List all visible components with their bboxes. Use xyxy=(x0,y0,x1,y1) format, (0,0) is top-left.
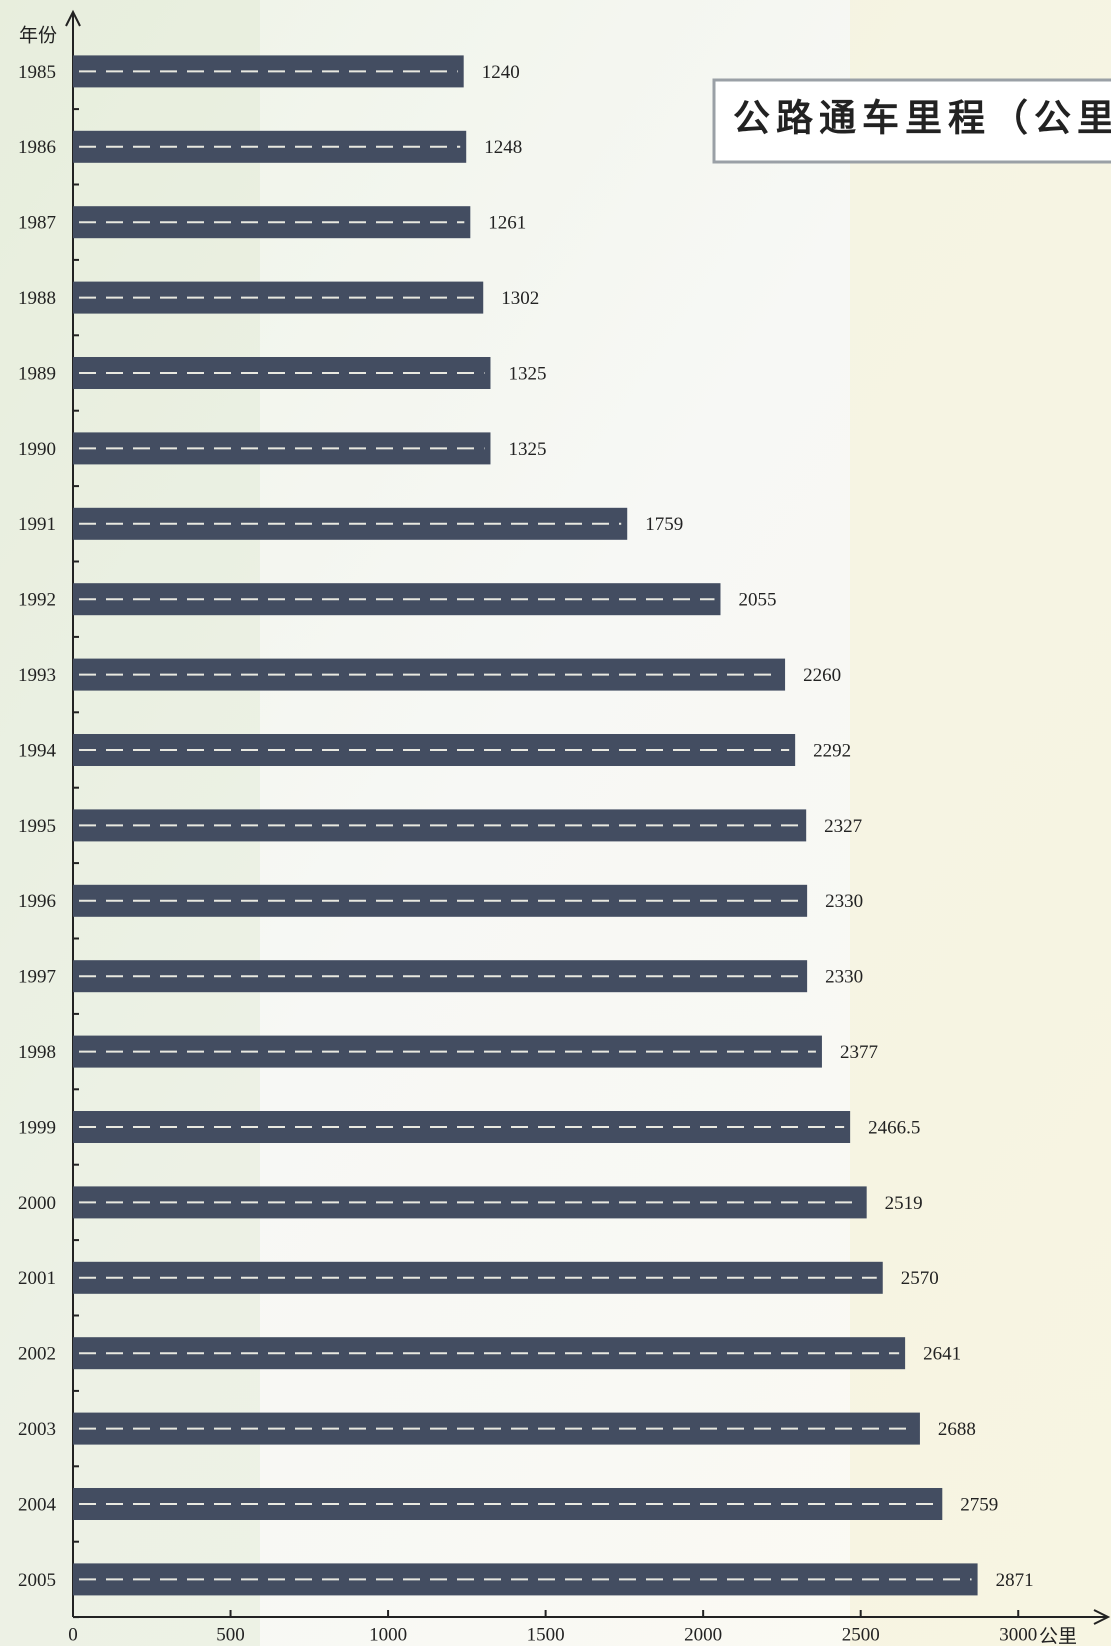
value-label: 1261 xyxy=(488,213,526,234)
value-label: 2292 xyxy=(813,740,851,761)
y-tick-label: 1998 xyxy=(18,1042,56,1063)
y-tick-label: 1990 xyxy=(18,439,56,460)
y-tick-label: 1992 xyxy=(18,590,56,611)
y-tick-label: 1991 xyxy=(18,514,56,535)
y-tick-label: 2004 xyxy=(18,1494,57,1515)
value-label: 2327 xyxy=(824,816,862,837)
value-label: 2519 xyxy=(885,1193,923,1214)
y-tick-label: 2005 xyxy=(18,1570,56,1591)
x-tick-label: 1500 xyxy=(527,1624,565,1645)
bar xyxy=(73,583,721,616)
y-tick-label: 1989 xyxy=(18,363,56,384)
y-tick-label: 1985 xyxy=(18,62,56,83)
value-label: 1325 xyxy=(508,439,546,460)
x-tick-label: 0 xyxy=(68,1624,78,1645)
y-tick-label: 2002 xyxy=(18,1344,56,1365)
value-label: 2759 xyxy=(960,1494,998,1515)
x-axis-label: 公里 xyxy=(1039,1626,1077,1646)
y-tick-label: 1993 xyxy=(18,665,56,686)
x-tick-label: 2000 xyxy=(684,1624,722,1645)
value-label: 2466.5 xyxy=(868,1117,920,1138)
y-tick-label: 1987 xyxy=(18,213,56,234)
y-tick-label: 1997 xyxy=(18,967,56,988)
value-label: 2871 xyxy=(996,1570,1034,1591)
value-label: 2377 xyxy=(840,1042,878,1063)
value-label: 1240 xyxy=(482,62,520,83)
value-label: 1248 xyxy=(484,137,522,158)
value-label: 1325 xyxy=(508,363,546,384)
x-tick-label: 2500 xyxy=(842,1624,880,1645)
y-tick-label: 1995 xyxy=(18,816,56,837)
value-label: 2641 xyxy=(923,1344,961,1365)
background-tint xyxy=(850,0,1111,1646)
value-label: 2330 xyxy=(825,891,863,912)
x-axis-arrow xyxy=(1093,1609,1111,1625)
value-label: 2055 xyxy=(738,590,776,611)
y-tick-label: 1986 xyxy=(18,137,56,158)
y-tick-label: 1996 xyxy=(18,891,56,912)
value-label: 2688 xyxy=(938,1419,976,1440)
y-tick-label: 1994 xyxy=(18,740,57,761)
x-tick-label: 3000 xyxy=(999,1624,1037,1645)
y-axis-label: 年份 xyxy=(19,24,57,46)
y-tick-label: 2001 xyxy=(18,1268,56,1289)
value-label: 2330 xyxy=(825,967,863,988)
y-tick-label: 2000 xyxy=(18,1193,56,1214)
bar xyxy=(73,1261,883,1294)
value-label: 1759 xyxy=(645,514,683,535)
x-tick-label: 1000 xyxy=(369,1624,407,1645)
title-box xyxy=(712,78,1111,164)
value-label: 2260 xyxy=(803,665,841,686)
y-tick-label: 2003 xyxy=(18,1419,56,1440)
y-axis-arrow xyxy=(65,9,81,27)
chart-title: 公路通车里程（公里） xyxy=(733,97,1111,139)
value-label: 1302 xyxy=(501,288,539,309)
value-label: 2570 xyxy=(901,1268,939,1289)
y-tick-label: 1999 xyxy=(18,1117,56,1138)
y-tick-label: 1988 xyxy=(18,288,56,309)
x-tick-label: 500 xyxy=(216,1624,245,1645)
